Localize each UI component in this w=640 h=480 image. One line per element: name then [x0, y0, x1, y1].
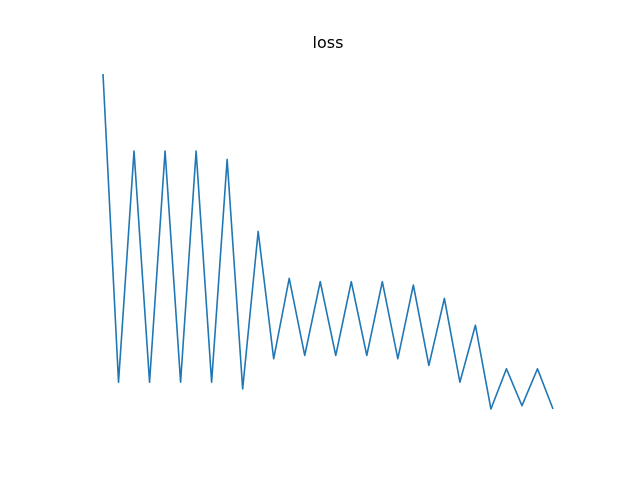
chart-title: loss [313, 33, 344, 52]
series-layer [102, 73, 554, 410]
loss-series-line [102, 73, 554, 410]
